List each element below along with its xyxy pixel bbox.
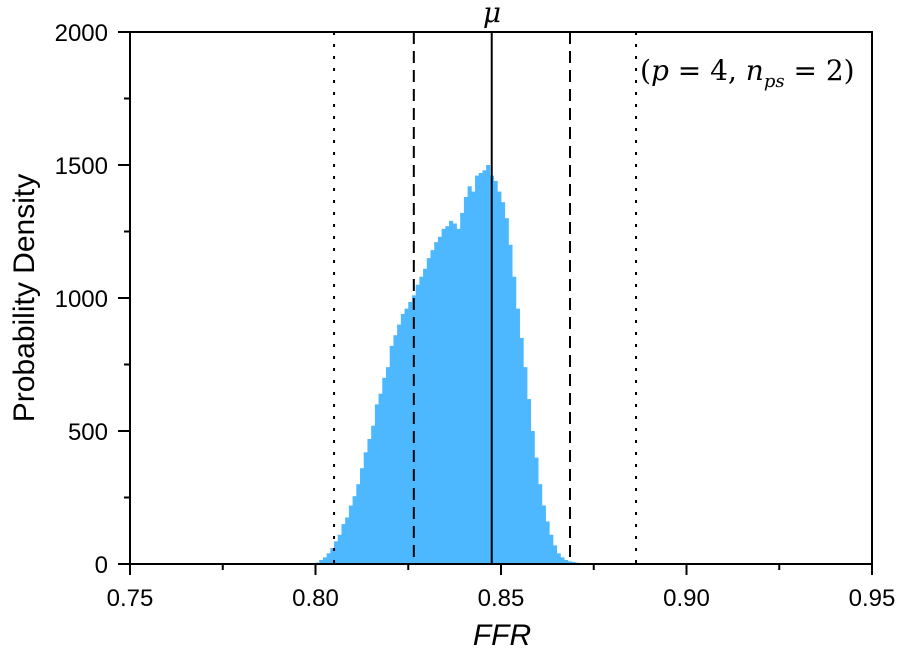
histogram-bar <box>378 393 383 564</box>
histogram-bar <box>504 218 509 564</box>
histogram-bar <box>437 236 443 564</box>
histogram-bar <box>411 295 417 564</box>
histogram-bar <box>567 561 572 564</box>
histogram-bar <box>508 244 513 565</box>
histogram-bar <box>512 276 517 564</box>
histogram-bar <box>471 191 476 564</box>
x-tick-label: 0.80 <box>292 585 339 612</box>
y-tick-label: 500 <box>68 419 108 446</box>
histogram-bar <box>345 517 350 564</box>
histogram-bar <box>430 250 435 564</box>
histogram-bar <box>404 308 409 564</box>
y-axis-title: Probability Density <box>8 174 41 422</box>
x-tick-label: 0.95 <box>849 585 896 612</box>
histogram-bar <box>523 367 528 564</box>
y-tick-label: 1000 <box>55 286 108 313</box>
histogram-bar <box>482 170 487 564</box>
histogram-bar <box>360 468 365 564</box>
histogram-bar <box>426 258 431 564</box>
parameter-annotation: (p = 4, nps = 2) <box>640 54 855 92</box>
histogram-bar <box>382 377 387 564</box>
x-axis-title: FFR <box>473 619 531 652</box>
mu-label: μ <box>483 0 501 29</box>
histogram-bar <box>400 313 405 564</box>
histogram-bar <box>501 202 506 565</box>
histogram-bar <box>571 561 576 564</box>
histogram-bar <box>460 212 465 564</box>
histogram-bar <box>519 337 524 564</box>
histogram-bar <box>434 242 439 564</box>
histogram-bar <box>552 545 558 564</box>
x-axis-ticks: 0.75 0.80 0.85 0.90 0.95 <box>107 564 896 612</box>
histogram-bar <box>478 172 483 565</box>
histogram-bar <box>397 324 402 564</box>
histogram-bar <box>319 560 324 564</box>
histogram-bar <box>556 553 561 564</box>
histogram-bar <box>515 308 520 564</box>
histogram-bar <box>452 223 457 564</box>
histogram-bar <box>497 191 502 564</box>
histogram-bar <box>393 335 398 564</box>
x-tick-label: 0.75 <box>107 585 154 612</box>
histogram-bar <box>541 505 546 564</box>
histogram-bar <box>560 557 565 564</box>
histogram-bar <box>463 196 469 565</box>
histogram-bar <box>456 228 461 564</box>
histogram-bar <box>322 557 328 564</box>
histogram-bar <box>530 431 535 564</box>
histogram-bar <box>371 425 376 564</box>
histogram-bar <box>374 404 379 564</box>
histogram-bar <box>449 220 454 565</box>
x-tick-label: 0.85 <box>478 585 525 612</box>
histogram-bar <box>408 301 413 564</box>
y-tick-label: 1500 <box>55 153 108 180</box>
histogram-bar <box>467 186 472 564</box>
histogram-bar <box>423 268 428 564</box>
histogram-bar <box>334 541 339 564</box>
histogram-bars <box>315 165 591 565</box>
x-tick-label: 0.90 <box>663 585 710 612</box>
histogram-bar <box>326 553 331 564</box>
histogram-bar <box>545 521 550 564</box>
histogram-bar <box>389 345 394 564</box>
histogram-bar <box>549 534 554 564</box>
histogram-bar <box>330 548 335 564</box>
histogram-bar <box>475 175 480 564</box>
histogram-bar <box>415 284 420 564</box>
histogram-bar <box>348 505 353 564</box>
histogram-bar <box>363 452 368 564</box>
y-tick-label: 2000 <box>55 20 108 47</box>
y-axis-ticks: 0 500 1000 1500 2000 <box>55 20 130 579</box>
histogram-bar <box>441 228 446 564</box>
histogram-bar <box>419 276 424 564</box>
histogram-bar <box>538 484 543 564</box>
histogram-bar <box>486 165 491 564</box>
y-tick-label: 0 <box>95 552 108 579</box>
histogram-bar <box>385 367 391 564</box>
histogram-bar <box>341 524 346 564</box>
histogram-bar <box>526 399 532 564</box>
histogram-bar <box>564 560 569 564</box>
histogram-bar <box>337 534 342 564</box>
histogram-bar <box>367 438 372 564</box>
histogram-bar <box>493 180 498 564</box>
histogram-bar <box>445 226 450 564</box>
reference-lines <box>333 32 638 564</box>
histogram-bar <box>352 496 357 564</box>
histogram-bar <box>356 484 361 564</box>
histogram-bar <box>534 457 539 564</box>
